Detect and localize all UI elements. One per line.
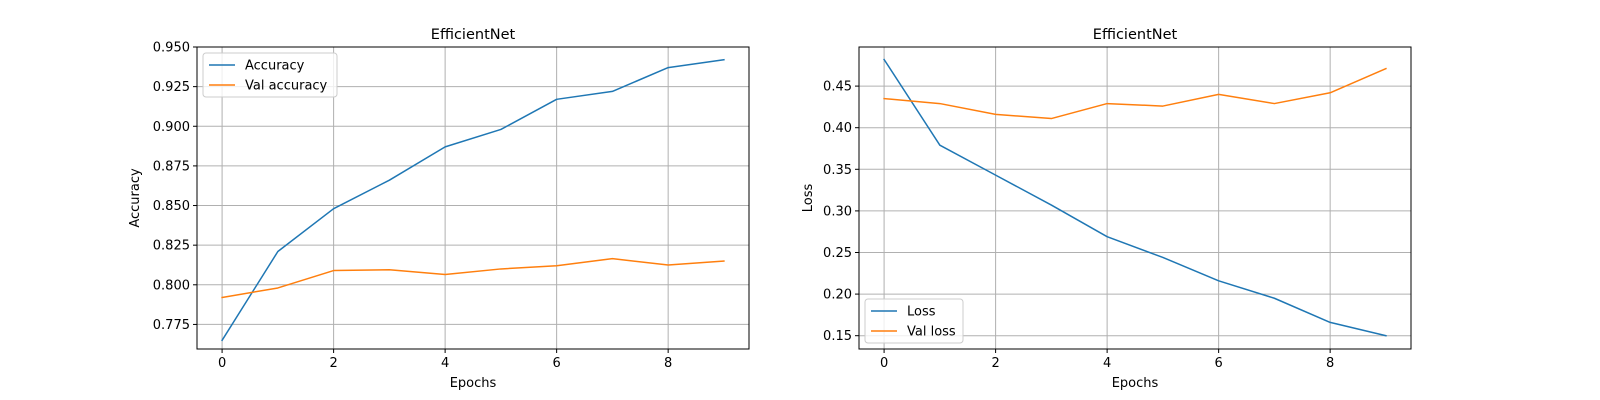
legend-box — [202, 52, 338, 98]
loss-chart: 0 2 4 6 8 0.15 0.20 0.25 0.30 0.35 0.40 0.45 Efficie… — [801, 27, 1412, 391]
y-tick-label: 0.900 — [153, 120, 190, 135]
x-tick-label: 0 — [880, 356, 888, 371]
x-tick-label: 4 — [1103, 356, 1111, 371]
legend-label: Accuracy — [245, 59, 305, 74]
legend: Loss Val loss — [864, 298, 964, 344]
series-line-val-loss — [883, 67, 1387, 120]
gridlines — [859, 47, 1411, 349]
y-axis-label: Accuracy — [128, 168, 143, 228]
legend: Accuracy Val accuracy — [202, 52, 338, 98]
y-tick-label: 0.35 — [823, 163, 852, 178]
chart-title: EfficientNet — [431, 27, 516, 43]
x-tick-label: 0 — [218, 356, 226, 371]
accuracy-chart: 0 2 4 6 8 0.775 0.800 0.825 0.850 0.875 0.900 0.925… — [128, 27, 750, 391]
legend-box — [864, 298, 964, 344]
y-tick-label: 0.45 — [823, 80, 852, 95]
series-line-loss — [883, 58, 1387, 337]
x-tick-label: 6 — [1214, 356, 1222, 371]
y-tick-label: 0.40 — [823, 121, 852, 136]
y-tick-label: 0.800 — [153, 278, 190, 293]
y-tick-label: 0.25 — [823, 246, 852, 261]
x-tick-label: 2 — [329, 356, 337, 371]
x-axis-label: Epochs — [1112, 376, 1159, 391]
y-tick-label: 0.825 — [153, 239, 190, 254]
x-tick-label: 8 — [664, 356, 672, 371]
y-tick-label: 0.875 — [153, 159, 190, 174]
y-tick-label: 0.30 — [823, 204, 852, 219]
y-axis-label: Loss — [801, 184, 816, 213]
legend-label: Val accuracy — [245, 79, 328, 94]
x-tick-label: 2 — [991, 356, 999, 371]
plot-frame — [858, 46, 1412, 350]
y-tick-label: 0.950 — [153, 41, 190, 56]
y-tick-label: 0.775 — [153, 318, 190, 333]
x-axis-label: Epochs — [450, 376, 497, 391]
y-tick-label: 0.20 — [823, 288, 852, 303]
y-tick-label: 0.15 — [823, 329, 852, 344]
series-line-accuracy — [221, 58, 725, 342]
series-line-val-accuracy — [221, 257, 725, 299]
x-tick-label: 8 — [1326, 356, 1334, 371]
plot-frame — [196, 46, 750, 350]
x-tick-label: 4 — [441, 356, 449, 371]
legend-label: Val loss — [907, 325, 956, 340]
legend-label: Loss — [907, 305, 936, 320]
y-tick-label: 0.850 — [153, 199, 190, 214]
chart-title: EfficientNet — [1093, 27, 1178, 43]
x-tick-label: 6 — [552, 356, 560, 371]
y-tick-label: 0.925 — [153, 80, 190, 95]
